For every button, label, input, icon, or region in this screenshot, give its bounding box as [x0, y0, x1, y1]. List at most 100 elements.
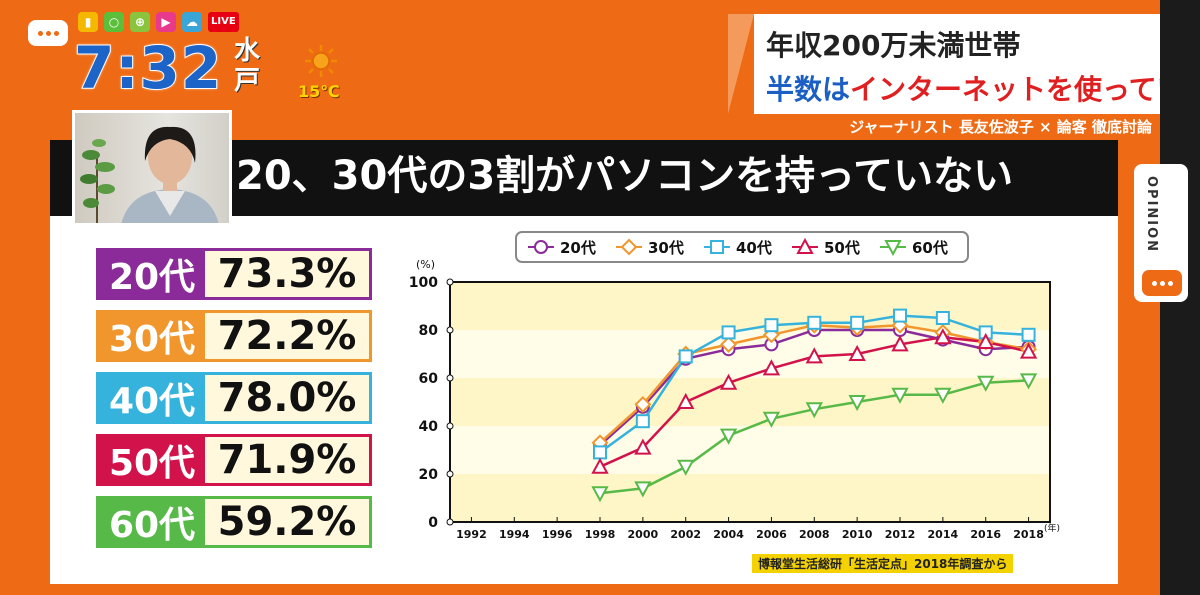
data-point	[884, 240, 902, 257]
headline-line2-part1: 半数は	[766, 73, 851, 106]
panel-title: 20、30代の3割がパソコンを持っていない	[236, 153, 1014, 199]
y-tick-label: 80	[419, 323, 439, 339]
x-tick-label: 1992	[456, 528, 487, 541]
x-tick-label: 1998	[585, 528, 616, 541]
data-point	[710, 240, 724, 254]
legend-label: 20代	[560, 239, 596, 257]
x-tick-label: 2006	[756, 528, 787, 541]
legend-label: 40代	[736, 239, 772, 257]
data-point	[719, 373, 738, 390]
data-point	[1019, 342, 1038, 359]
legend-label: 30代	[648, 239, 684, 257]
data-point	[634, 481, 652, 498]
guest-subtitle: ジャーナリスト 長友佐波子 × 論客 徹底討論	[728, 116, 1160, 138]
y-tick-mark	[446, 470, 454, 478]
headline-line2-part2: インターネットを使っていない	[850, 73, 1200, 106]
data-point	[891, 387, 909, 404]
stat-row-60s: 60代 59.2%	[96, 496, 372, 548]
data-point	[891, 335, 909, 352]
chat-bubble-icon[interactable]	[28, 20, 68, 46]
y-tick-mark	[446, 278, 454, 286]
stat-row-20s: 20代 73.3%	[96, 248, 372, 300]
y-axis-unit: (%)	[416, 258, 435, 271]
x-axis-unit: (年)	[1044, 522, 1060, 534]
data-point	[534, 240, 548, 254]
headline-line2: 半数はインターネットを使っていない	[766, 68, 1200, 108]
x-tick-label: 2012	[885, 528, 916, 541]
y-tick-mark	[446, 422, 454, 430]
opinion-label: OPINION	[1144, 176, 1159, 254]
plant-image	[80, 139, 115, 223]
data-point	[634, 395, 652, 413]
data-point	[591, 457, 609, 474]
data-point	[719, 428, 738, 445]
data-point	[848, 395, 866, 412]
stat-value: 71.9%	[205, 437, 369, 483]
data-point	[593, 445, 607, 460]
temperature: 15℃	[298, 82, 340, 101]
stat-value: 78.0%	[205, 375, 369, 421]
app-icon-row: ▮ ○ ⊕ ▶ ☁ LIVE	[78, 12, 239, 32]
x-tick-label: 1994	[499, 528, 530, 541]
x-tick-label: 2016	[970, 528, 1001, 541]
y-tick-label: 100	[409, 275, 438, 291]
data-point	[977, 332, 995, 349]
plot-stripe	[451, 426, 1049, 474]
x-tick-label: 2002	[670, 528, 701, 541]
x-tick-label: 2010	[842, 528, 873, 541]
legend-label: 60代	[912, 239, 948, 257]
data-point	[591, 486, 609, 503]
speaker-image	[121, 126, 219, 223]
data-point	[720, 335, 737, 353]
play-icon[interactable]: ▶	[156, 12, 176, 32]
stat-label: 50代	[99, 437, 205, 484]
data-point	[634, 438, 652, 455]
data-point	[850, 315, 865, 330]
stat-value: 72.2%	[205, 313, 369, 359]
data-point	[678, 349, 693, 364]
data-point	[620, 238, 638, 256]
data-point	[677, 392, 695, 409]
clock-time: 7:32	[73, 34, 223, 102]
y-tick-mark	[446, 518, 454, 526]
live-badge: LIVE	[208, 12, 239, 32]
stat-value: 73.3%	[205, 251, 369, 297]
legend-label: 50代	[824, 239, 860, 257]
data-point	[848, 344, 866, 361]
data-point	[807, 315, 822, 330]
data-point	[764, 318, 779, 333]
stat-row-40s: 40代 78.0%	[96, 372, 372, 424]
search-icon[interactable]: ○	[104, 12, 124, 32]
weather-icon[interactable]: ☁	[182, 12, 202, 32]
x-tick-label: 2018	[1013, 528, 1044, 541]
line-chart: 0 20 40 60 80 100 (%) 1992 1994 1996 1998 2000 2002 2…	[409, 231, 1060, 541]
globe-icon[interactable]: ⊕	[130, 12, 150, 32]
data-point	[762, 411, 781, 428]
stat-value: 59.2%	[205, 499, 369, 545]
stat-label: 60代	[99, 499, 205, 546]
opinion-chat-icon[interactable]	[1142, 270, 1182, 296]
stat-label: 40代	[99, 375, 205, 422]
data-point	[934, 328, 952, 345]
y-tick-label: 0	[428, 515, 438, 531]
x-tick-label: 2014	[928, 528, 959, 541]
data-point	[721, 325, 736, 340]
y-tick-mark	[446, 326, 454, 334]
data-point	[977, 375, 995, 392]
data-point	[1019, 373, 1038, 390]
city-name: 水戸	[234, 36, 261, 96]
data-point	[935, 311, 950, 325]
stat-row-50s: 50代 71.9%	[96, 434, 372, 486]
x-tick-label: 2004	[713, 528, 744, 541]
headline-line1: 年収200万未満世帯	[766, 29, 1021, 62]
stat-label: 30代	[99, 313, 205, 360]
bookmark-icon[interactable]: ▮	[78, 12, 98, 32]
source-note: 博報堂生活総研「生活定点」2018年調査から	[752, 554, 1014, 573]
data-point	[796, 237, 814, 254]
data-point	[893, 308, 907, 323]
data-point	[934, 387, 952, 404]
data-point	[762, 359, 781, 376]
data-point	[677, 459, 695, 476]
webcam-feed	[72, 110, 232, 226]
x-tick-label: 2000	[628, 528, 659, 541]
